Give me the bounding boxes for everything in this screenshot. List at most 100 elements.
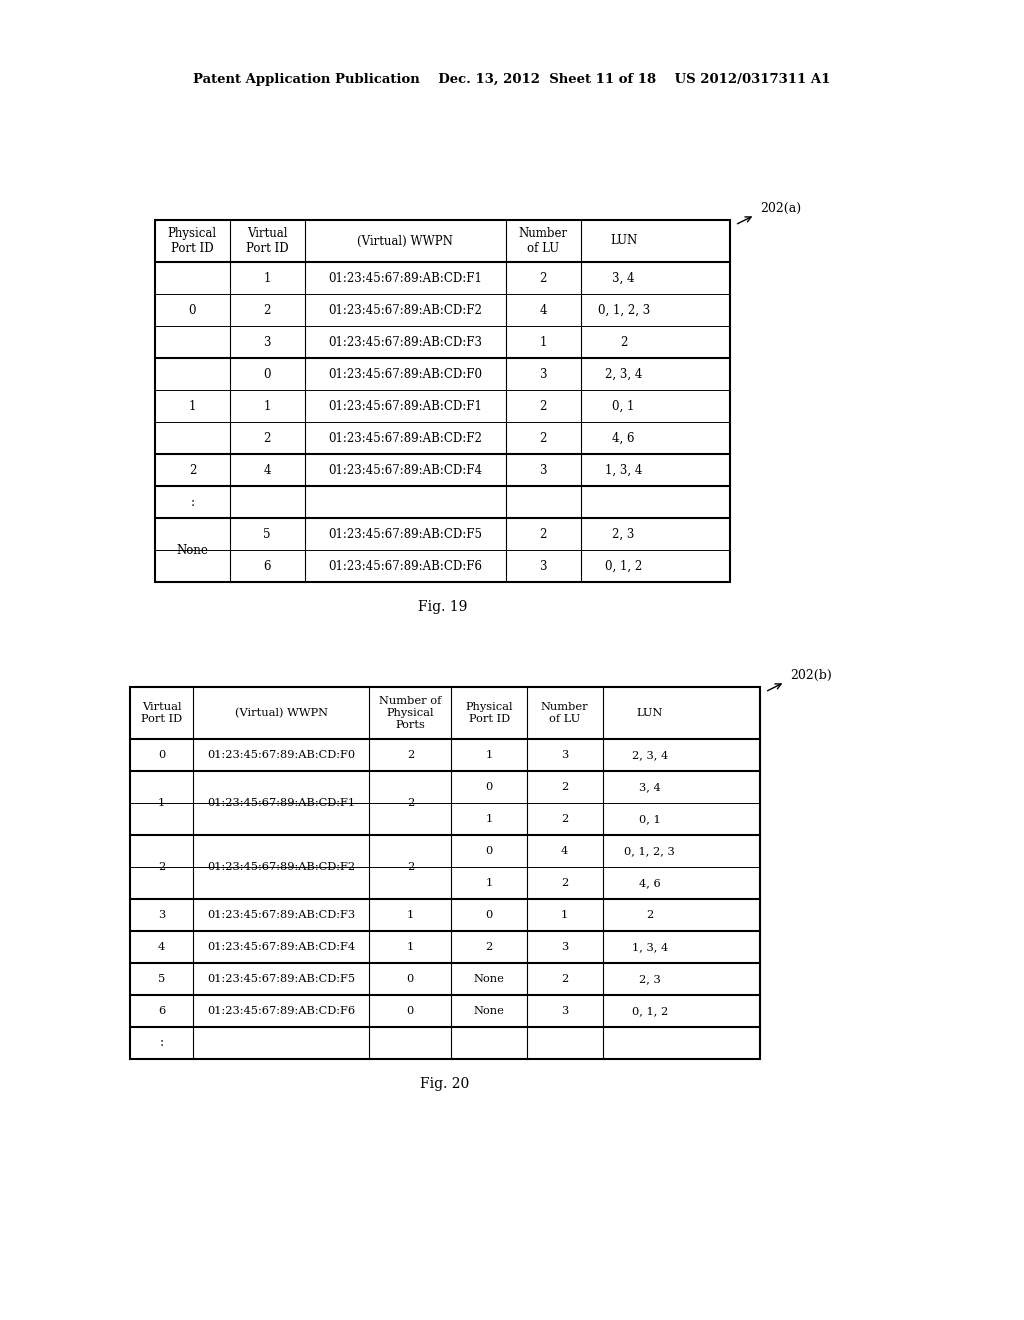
Text: 4, 6: 4, 6: [639, 878, 660, 888]
Text: 2: 2: [646, 909, 653, 920]
Text: 2: 2: [540, 400, 547, 412]
Text: 0, 1, 2: 0, 1, 2: [632, 1006, 668, 1016]
Text: 2, 3, 4: 2, 3, 4: [632, 750, 668, 760]
Text: 01:23:45:67:89:AB:CD:F1: 01:23:45:67:89:AB:CD:F1: [207, 799, 355, 808]
Text: 01:23:45:67:89:AB:CD:F2: 01:23:45:67:89:AB:CD:F2: [207, 862, 355, 873]
Text: 5: 5: [263, 528, 271, 540]
Text: 2: 2: [188, 463, 196, 477]
Text: 2, 3: 2, 3: [639, 974, 660, 983]
Text: 2: 2: [540, 432, 547, 445]
Text: 2: 2: [407, 862, 414, 873]
Text: 01:23:45:67:89:AB:CD:F1: 01:23:45:67:89:AB:CD:F1: [328, 272, 482, 285]
Text: 4: 4: [263, 463, 271, 477]
Text: Virtual
Port ID: Virtual Port ID: [141, 702, 182, 723]
Text: 3: 3: [158, 909, 165, 920]
Text: 1: 1: [407, 942, 414, 952]
Text: 1: 1: [158, 799, 165, 808]
Text: None: None: [474, 1006, 505, 1016]
Text: 2: 2: [561, 878, 568, 888]
Text: 0: 0: [158, 750, 165, 760]
Text: 2: 2: [561, 781, 568, 792]
Text: Patent Application Publication    Dec. 13, 2012  Sheet 11 of 18    US 2012/03173: Patent Application Publication Dec. 13, …: [194, 74, 830, 87]
Text: 01:23:45:67:89:AB:CD:F2: 01:23:45:67:89:AB:CD:F2: [328, 432, 482, 445]
Text: None: None: [176, 544, 208, 557]
Text: 3: 3: [540, 463, 547, 477]
Text: 2: 2: [620, 335, 628, 348]
Text: 2: 2: [263, 432, 270, 445]
Text: 0: 0: [263, 367, 271, 380]
Bar: [155, 220, 730, 582]
Text: 0: 0: [485, 909, 493, 920]
Text: 3, 4: 3, 4: [612, 272, 635, 285]
Text: 3: 3: [263, 335, 271, 348]
Text: 2: 2: [540, 528, 547, 540]
Text: 2: 2: [263, 304, 270, 317]
Text: 2: 2: [561, 814, 568, 824]
Text: 2, 3, 4: 2, 3, 4: [605, 367, 642, 380]
Text: 2, 3: 2, 3: [612, 528, 635, 540]
Text: 6: 6: [263, 560, 271, 573]
Text: 2: 2: [485, 942, 493, 952]
Text: 1: 1: [263, 272, 270, 285]
Text: 2: 2: [540, 272, 547, 285]
Text: 0, 1, 2: 0, 1, 2: [605, 560, 642, 573]
Text: 01:23:45:67:89:AB:CD:F1: 01:23:45:67:89:AB:CD:F1: [328, 400, 482, 412]
Text: 01:23:45:67:89:AB:CD:F2: 01:23:45:67:89:AB:CD:F2: [328, 304, 482, 317]
Text: 01:23:45:67:89:AB:CD:F3: 01:23:45:67:89:AB:CD:F3: [207, 909, 355, 920]
Text: Physical
Port ID: Physical Port ID: [465, 702, 513, 723]
Text: LUN: LUN: [637, 708, 663, 718]
Text: 3: 3: [540, 367, 547, 380]
Text: 0: 0: [407, 974, 414, 983]
Text: 3: 3: [561, 942, 568, 952]
Text: 0, 1, 2, 3: 0, 1, 2, 3: [597, 304, 650, 317]
Text: 01:23:45:67:89:AB:CD:F6: 01:23:45:67:89:AB:CD:F6: [328, 560, 482, 573]
Text: 2: 2: [561, 974, 568, 983]
Text: (Virtual) WWPN: (Virtual) WWPN: [357, 235, 453, 248]
Text: 2: 2: [158, 862, 165, 873]
Text: 2: 2: [407, 799, 414, 808]
Text: Physical
Port ID: Physical Port ID: [168, 227, 217, 255]
Text: Number of
Physical
Ports: Number of Physical Ports: [379, 697, 441, 730]
Text: Number
of LU: Number of LU: [518, 227, 567, 255]
Text: 3: 3: [561, 750, 568, 760]
Text: Virtual
Port ID: Virtual Port ID: [246, 227, 289, 255]
Text: 0: 0: [485, 781, 493, 792]
Text: 1: 1: [407, 909, 414, 920]
Text: 4: 4: [158, 942, 165, 952]
Text: 01:23:45:67:89:AB:CD:F4: 01:23:45:67:89:AB:CD:F4: [328, 463, 482, 477]
Text: 01:23:45:67:89:AB:CD:F4: 01:23:45:67:89:AB:CD:F4: [207, 942, 355, 952]
Text: Number
of LU: Number of LU: [541, 702, 589, 723]
Text: 1: 1: [188, 400, 196, 412]
Text: 4, 6: 4, 6: [612, 432, 635, 445]
Text: None: None: [474, 974, 505, 983]
Text: 1: 1: [561, 909, 568, 920]
Text: 4: 4: [540, 304, 547, 317]
Text: LUN: LUN: [610, 235, 637, 248]
Text: 1, 3, 4: 1, 3, 4: [605, 463, 642, 477]
Text: Fig. 19: Fig. 19: [418, 601, 467, 614]
Text: (Virtual) WWPN: (Virtual) WWPN: [234, 708, 328, 718]
Text: Fig. 20: Fig. 20: [421, 1077, 470, 1092]
Text: 3: 3: [540, 560, 547, 573]
Text: 0: 0: [188, 304, 197, 317]
Text: 01:23:45:67:89:AB:CD:F5: 01:23:45:67:89:AB:CD:F5: [207, 974, 355, 983]
Text: 1: 1: [485, 814, 493, 824]
Text: 1: 1: [263, 400, 270, 412]
Text: 0, 1: 0, 1: [612, 400, 635, 412]
Text: 202(a): 202(a): [760, 202, 801, 214]
Bar: [130, 686, 760, 1059]
Text: 3, 4: 3, 4: [639, 781, 660, 792]
Text: 1: 1: [485, 878, 493, 888]
Text: 01:23:45:67:89:AB:CD:F0: 01:23:45:67:89:AB:CD:F0: [207, 750, 355, 760]
Text: 5: 5: [158, 974, 165, 983]
Text: 6: 6: [158, 1006, 165, 1016]
Text: 0, 1, 2, 3: 0, 1, 2, 3: [625, 846, 675, 855]
Text: :: :: [160, 1036, 164, 1049]
Text: 01:23:45:67:89:AB:CD:F6: 01:23:45:67:89:AB:CD:F6: [207, 1006, 355, 1016]
Text: 0: 0: [407, 1006, 414, 1016]
Text: 01:23:45:67:89:AB:CD:F5: 01:23:45:67:89:AB:CD:F5: [328, 528, 482, 540]
Text: 1: 1: [485, 750, 493, 760]
Text: 2: 2: [407, 750, 414, 760]
Text: 1, 3, 4: 1, 3, 4: [632, 942, 668, 952]
Text: 0, 1: 0, 1: [639, 814, 660, 824]
